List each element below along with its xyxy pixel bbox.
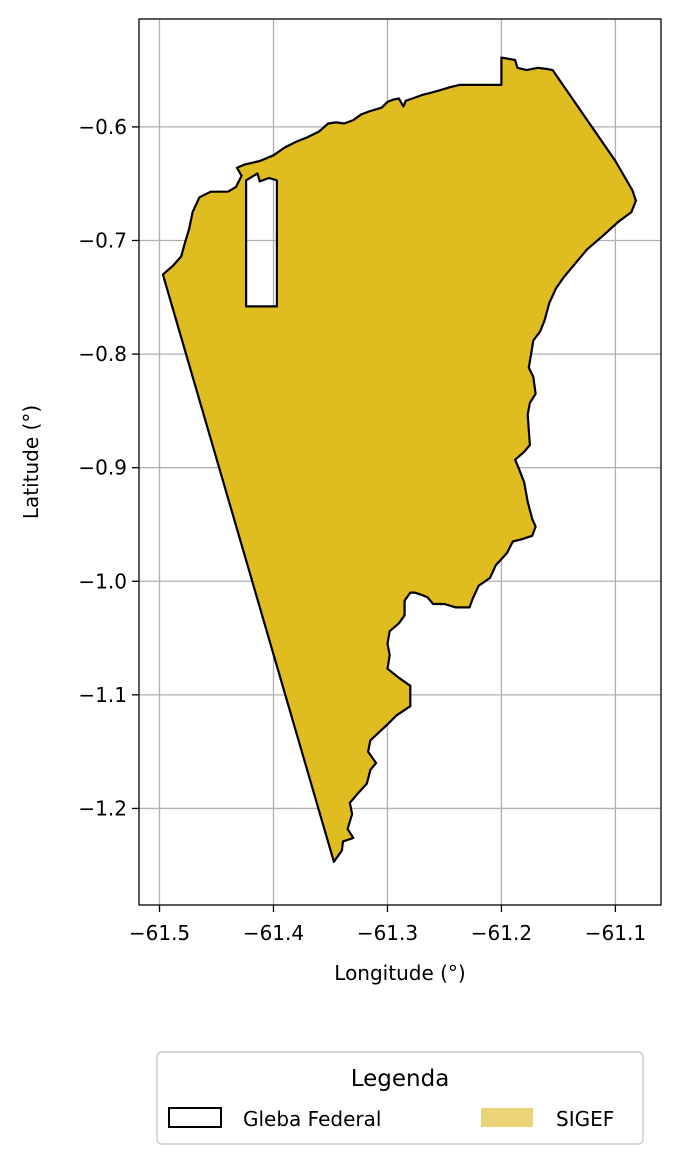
legend-swatch-sigef bbox=[481, 1108, 533, 1127]
x-tick-label: −61.2 bbox=[471, 921, 532, 945]
y-tick-label: −1.1 bbox=[78, 683, 127, 707]
y-tick-label: −0.8 bbox=[78, 342, 127, 366]
legend-label-sigef: SIGEF bbox=[556, 1107, 614, 1131]
y-tick-label: −0.6 bbox=[78, 115, 127, 139]
x-tick-label: −61.4 bbox=[243, 921, 304, 945]
axis-ticks: −61.5 −61.4 −61.3 −61.2 −61.1 −0.6 −0.7 −0.8 −0.… bbox=[78, 115, 646, 945]
plot-frame bbox=[138, 18, 662, 906]
y-axis-label: Latitude (°) bbox=[19, 405, 43, 519]
x-tick-label: −61.1 bbox=[585, 921, 646, 945]
y-tick-label: −0.7 bbox=[78, 229, 127, 253]
y-tick-label: −1.2 bbox=[78, 796, 127, 820]
legend-swatch-gleba-federal bbox=[168, 1107, 222, 1128]
legend-title: Legenda bbox=[351, 1066, 450, 1092]
sigef-polygon bbox=[161, 56, 637, 863]
x-tick-label: −61.5 bbox=[129, 921, 190, 945]
legend-label-gleba-federal: Gleba Federal bbox=[243, 1107, 381, 1131]
legend: Legenda Gleba Federal SIGEF bbox=[156, 1051, 644, 1145]
x-axis-label: Longitude (°) bbox=[334, 961, 465, 985]
y-tick-label: −0.9 bbox=[78, 456, 127, 480]
y-tick-label: −1.0 bbox=[78, 569, 127, 593]
x-tick-label: −61.3 bbox=[357, 921, 418, 945]
map-layers bbox=[161, 56, 637, 863]
